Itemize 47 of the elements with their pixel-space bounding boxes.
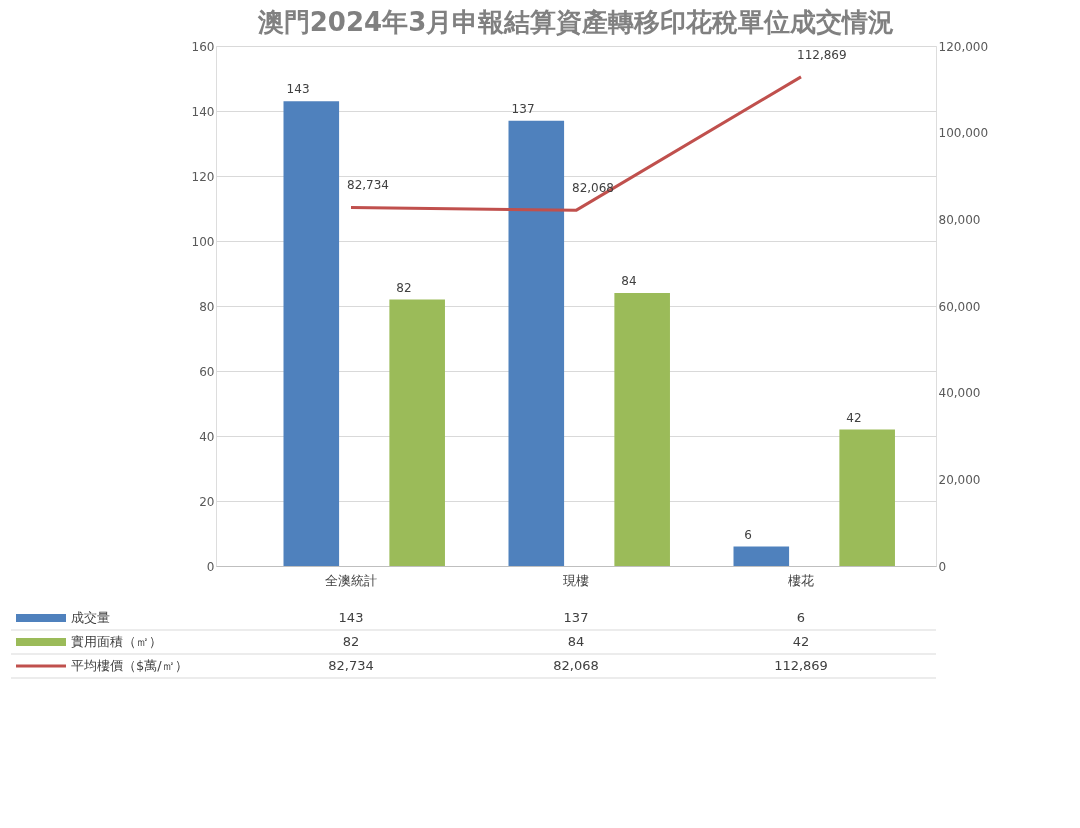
y-tick-label: 80 xyxy=(199,299,215,314)
text: 112,869 xyxy=(797,47,847,62)
y-tick-label: 120 xyxy=(191,169,215,184)
bar xyxy=(389,299,445,566)
bar xyxy=(733,546,790,566)
x-tick-label: 樓花 xyxy=(788,572,814,588)
y-tick-label: 60 xyxy=(199,364,215,379)
data-label: 82,068 xyxy=(553,658,599,673)
y-tick-label: 0 xyxy=(206,559,215,574)
text: 137 xyxy=(511,101,535,116)
bar xyxy=(283,101,340,566)
bar xyxy=(614,293,670,566)
bar xyxy=(508,120,565,566)
x-tick-label: 全澳統計 xyxy=(325,572,377,588)
legend-label: 平均樓價（$萬/㎡） xyxy=(71,658,188,673)
data-label: 84 xyxy=(567,634,585,649)
bar xyxy=(839,429,895,566)
legend-label: 成交量 xyxy=(71,610,110,625)
legend-label: 實用面積（㎡） xyxy=(71,634,162,649)
text: 84 xyxy=(621,274,637,288)
x-tick-label: 現樓 xyxy=(563,572,589,588)
y2-tick-label: 100,000 xyxy=(938,126,989,141)
y2-tick-label: 60,000 xyxy=(938,299,981,314)
y2-tick-label: 80,000 xyxy=(938,212,981,227)
y2-tick-label: 40,000 xyxy=(938,386,981,401)
y-tick-label: 100 xyxy=(191,234,215,249)
data-label: 82,734 xyxy=(328,658,374,673)
text: 82 xyxy=(396,280,412,295)
y-tick-label: 40 xyxy=(199,429,215,444)
y-tick-label: 160 xyxy=(191,39,215,54)
y2-tick-label: 0 xyxy=(938,559,947,574)
data-label: 82 xyxy=(342,634,360,649)
text: 82,068 xyxy=(572,181,614,196)
chart-title: 澳門2024年3月申報結算資產轉移印花稅單位成交情況 xyxy=(256,7,895,37)
y2-tick-label: 120,000 xyxy=(938,39,989,54)
data-label: 6 xyxy=(796,610,806,625)
text: 143 xyxy=(286,82,310,97)
y-tick-label: 140 xyxy=(191,104,215,119)
data-label: 137 xyxy=(563,610,589,625)
text: 42 xyxy=(846,410,862,425)
y2-tick-label: 20,000 xyxy=(938,472,981,487)
data-label: 112,869 xyxy=(774,658,828,673)
text: 82,734 xyxy=(347,178,389,193)
data-label: 42 xyxy=(792,634,810,649)
y-tick-label: 20 xyxy=(199,494,215,509)
text: 6 xyxy=(744,527,752,542)
data-label: 143 xyxy=(338,610,364,625)
